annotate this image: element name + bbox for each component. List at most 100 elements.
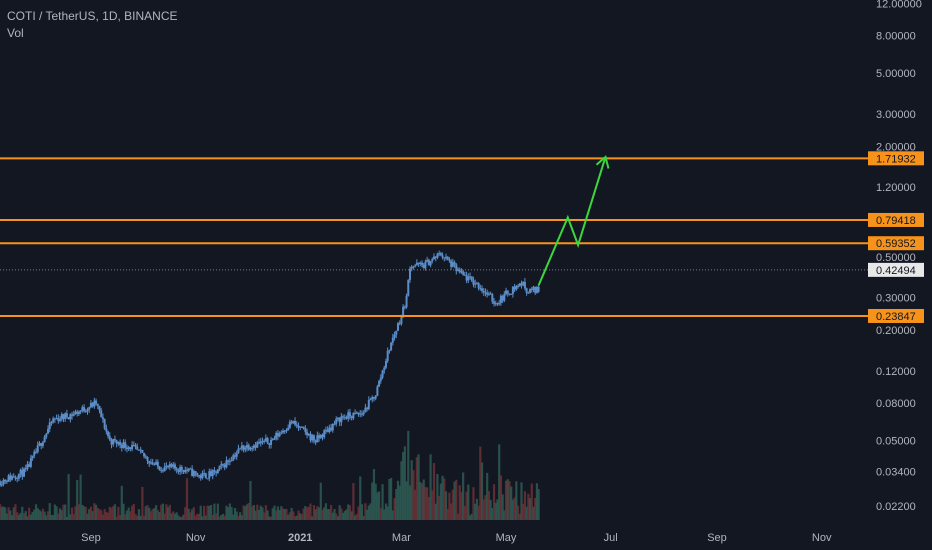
candle-body [239,448,242,450]
volume-bar [38,509,41,520]
candle [280,430,283,435]
x-tick-label: Nov [186,532,206,544]
volume-bar [285,508,288,520]
candle [134,443,137,450]
volume-bar [307,506,310,520]
candle-body [491,294,494,302]
candle-body [467,276,470,281]
volume-bar [287,514,290,520]
candle [302,426,305,430]
candle-body [535,286,538,293]
candle [113,435,116,443]
volume-bar [194,515,197,520]
candle-body [481,288,484,291]
candle-body [55,418,58,420]
candle [185,467,188,474]
candle-body [386,350,389,361]
candle-body [35,451,38,453]
volume-bar [362,515,365,520]
candle-body [384,360,387,368]
candle [216,468,219,475]
candle-body [143,452,146,457]
candle-body [71,414,74,416]
candle-body [354,412,357,414]
y-tick-label: 0.20000 [876,325,916,337]
volume-bar [29,514,32,520]
volume-bar [527,493,530,520]
candle-body [342,416,345,418]
candle [57,414,60,424]
candle-body [359,413,362,415]
volume-bar [24,511,27,520]
candle-body [264,438,267,441]
candle [52,416,55,424]
candle [493,297,496,307]
volume-bar [305,507,309,520]
volume-bar [240,515,243,520]
volume-bar [233,507,237,520]
current-price-label: 0.42494 [876,265,916,277]
candle [330,424,333,432]
volume-bar [408,485,412,520]
candle-body [270,439,273,445]
candle [312,434,315,444]
volume-bar [149,511,153,520]
volume-bar [518,513,521,520]
volume-bar [329,504,333,520]
candle-body [366,407,369,410]
volume-bar [295,515,298,520]
candle [197,475,200,479]
candle [335,416,338,427]
candle-body [347,412,350,419]
volume-bar [129,511,132,520]
volume-bar [304,506,307,520]
candle [414,264,417,268]
volume-bar [180,516,183,520]
volume-bar [417,454,420,520]
volume-bar [170,513,173,520]
volume-bar [21,506,24,520]
candle [203,469,206,477]
candle-body [505,290,508,294]
volume-bar [151,509,154,520]
volume-bar [420,483,424,520]
candle-body [335,418,338,424]
volume-bar [410,460,413,520]
level-price-tag [868,151,924,166]
volume-bar [225,505,228,520]
volume-indicator-label[interactable]: Vol [7,26,24,40]
volume-bar [88,509,91,520]
candle [433,253,435,260]
volume-bar [146,505,149,520]
candle-body [355,412,358,414]
volume-bar [34,504,38,520]
candle-body [228,460,231,462]
candle [462,269,465,276]
volume-bar [441,475,444,520]
x-tick-label: Mar [392,532,411,544]
volume-bar [432,463,436,520]
candle [172,462,175,470]
volume-bar [499,475,502,520]
candle [223,462,226,471]
candle-body [91,402,94,407]
candle [326,426,329,433]
candle-body [510,293,513,295]
candle [0,480,3,488]
symbol-title[interactable]: COTI / TetherUS, 1D, BINANCE [7,9,178,23]
candle-body [192,471,195,477]
volume-bar [0,506,3,520]
candle [268,442,271,449]
volume-bar [501,494,504,520]
volume-bar [232,514,235,520]
volume-bar [26,516,29,520]
level-price-tag [868,308,924,323]
candle [62,413,65,423]
candle-body [405,295,408,308]
candle [505,287,508,296]
candle-body [484,292,487,294]
volume-bar [378,491,381,520]
candle-body [446,256,449,260]
